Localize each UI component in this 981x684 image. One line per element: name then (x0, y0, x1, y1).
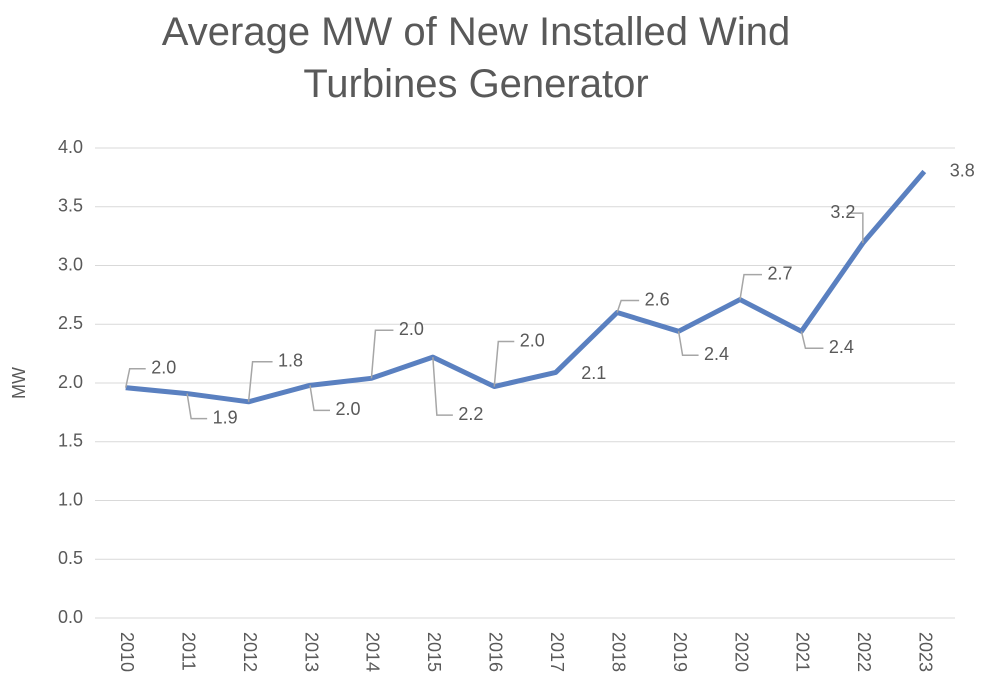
data-label: 2.0 (151, 357, 176, 377)
data-label: 2.2 (458, 404, 483, 424)
data-label: 2.1 (581, 363, 606, 383)
x-tick-label: 2012 (240, 632, 260, 672)
data-label: 2.4 (704, 344, 729, 364)
x-tick-label: 2011 (178, 632, 198, 671)
y-tick-label: 2.0 (58, 372, 83, 392)
x-tick-label: 2014 (363, 632, 383, 672)
leader-line (677, 331, 699, 357)
data-label: 2.7 (767, 263, 792, 283)
y-tick-label: 1.5 (58, 431, 83, 451)
data-label: 2.0 (399, 319, 424, 339)
leader-line (739, 273, 762, 300)
x-tick-label: 2017 (547, 632, 567, 672)
leader-line (493, 340, 515, 387)
data-label: 3.8 (950, 160, 975, 180)
x-tick-label: 2020 (731, 632, 751, 672)
data-line (125, 169, 927, 405)
data-label: 2.0 (335, 399, 360, 419)
x-tick-label: 2019 (670, 632, 690, 672)
x-tick-label: 2022 (854, 632, 874, 672)
data-label: 2.4 (829, 337, 854, 357)
leader-line (616, 299, 640, 313)
y-tick-label: 0.0 (58, 607, 83, 627)
y-tick-label: 3.0 (58, 254, 83, 274)
y-tick-label: 1.0 (58, 489, 83, 509)
leader-line (370, 329, 394, 379)
y-tick-label: 0.5 (58, 548, 83, 568)
leader-line (247, 361, 273, 402)
x-tick-label: 2018 (608, 632, 628, 672)
x-tick-label: 2010 (117, 632, 137, 672)
data-label: 2.6 (645, 289, 670, 309)
leader-line (309, 385, 330, 412)
leader-line (186, 393, 208, 420)
leader-line (846, 212, 864, 244)
leader-line (432, 357, 453, 416)
data-label: 1.9 (213, 407, 238, 427)
leader-line (124, 367, 146, 388)
leader-line (800, 331, 824, 350)
chart-title: Average MW of New Installed Wind Turbine… (161, 10, 791, 106)
y-tick-label: 4.0 (58, 137, 83, 157)
x-tick-label: 2013 (301, 632, 321, 672)
data-label: 3.2 (830, 202, 855, 222)
x-tick-label: 2023 (916, 632, 936, 672)
x-tick-label: 2015 (424, 632, 444, 672)
data-label: 1.8 (278, 351, 303, 371)
y-tick-label: 2.5 (58, 313, 83, 333)
x-tick-label: 2016 (486, 632, 506, 672)
y-tick-label: 3.5 (58, 196, 83, 216)
y-axis-label: MW (9, 367, 29, 399)
x-tick-label: 2021 (793, 632, 813, 672)
data-label: 2.0 (520, 330, 545, 350)
